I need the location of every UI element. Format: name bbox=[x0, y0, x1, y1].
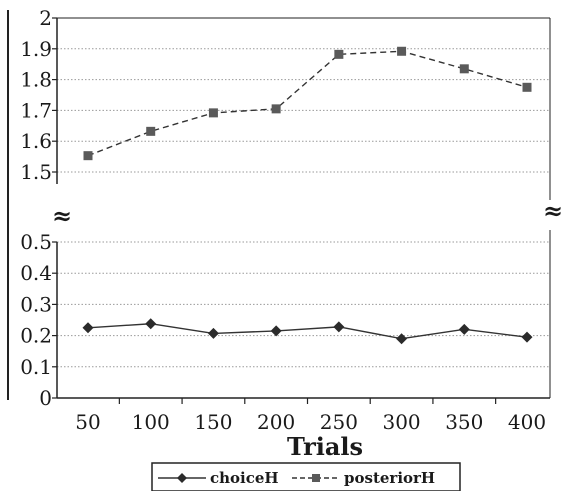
legend-label-posteriorH: posteriorH bbox=[344, 469, 435, 487]
y-tick-label: 1.9 bbox=[20, 37, 52, 61]
data-point-choiceH bbox=[145, 318, 157, 330]
y-tick-label: 0 bbox=[39, 386, 52, 410]
x-tick-labels: 50 100 150 200 250 300 350 400 bbox=[75, 410, 546, 434]
y-tick-label: 0.4 bbox=[20, 261, 52, 285]
series-line-posteriorH bbox=[87, 50, 528, 157]
data-point-posteriorH bbox=[83, 151, 93, 161]
y-tick-label: 2 bbox=[39, 6, 52, 30]
x-tick-label: 100 bbox=[132, 410, 170, 434]
data-point-choiceH bbox=[521, 331, 533, 343]
y-tick-label: 0.3 bbox=[20, 292, 52, 316]
data-point-choiceH bbox=[270, 325, 282, 337]
y-tick-label: 1.8 bbox=[20, 68, 52, 92]
legend-label-choiceH: choiceH bbox=[210, 469, 279, 487]
x-axis-label: Trials bbox=[287, 432, 363, 461]
x-tick-label: 250 bbox=[320, 410, 358, 434]
data-point-posteriorH bbox=[208, 108, 218, 118]
legend: choiceH posteriorH bbox=[151, 462, 461, 491]
x-tick-label: 300 bbox=[382, 410, 420, 434]
data-point-posteriorH bbox=[459, 64, 469, 74]
axes bbox=[7, 10, 551, 404]
y-tick-label: 0.1 bbox=[20, 355, 52, 379]
y-tick-label: 1.6 bbox=[20, 129, 52, 153]
data-point-choiceH bbox=[396, 333, 408, 345]
x-tick-label: 50 bbox=[75, 410, 100, 434]
data-point-posteriorH bbox=[522, 82, 532, 92]
y-tick-labels: 0 0.1 0.2 0.3 0.4 0.5 1.5 1.6 1.7 1.8 1.9 2 bbox=[20, 6, 52, 410]
data-point-posteriorH bbox=[334, 49, 344, 59]
legend-marker-posteriorH bbox=[312, 474, 320, 482]
y-tick-label: 0.5 bbox=[20, 230, 52, 254]
series-layer bbox=[82, 46, 533, 345]
x-tick-label: 150 bbox=[194, 410, 232, 434]
data-point-posteriorH bbox=[271, 104, 281, 114]
series-line-choiceH bbox=[87, 323, 528, 340]
x-tick-label: 350 bbox=[445, 410, 483, 434]
x-tick-label: 400 bbox=[508, 410, 546, 434]
data-point-choiceH bbox=[207, 327, 219, 339]
data-point-posteriorH bbox=[146, 126, 156, 136]
x-tick-label: 200 bbox=[257, 410, 295, 434]
legend-box bbox=[151, 462, 461, 491]
axis-break-mark: ≈ bbox=[52, 201, 72, 230]
grid-lines bbox=[57, 17, 550, 368]
axis-break-mark: ≈ bbox=[543, 196, 562, 225]
data-point-posteriorH bbox=[397, 46, 407, 56]
data-point-choiceH bbox=[82, 322, 94, 334]
y-tick-label: 0.2 bbox=[20, 324, 52, 348]
y-tick-label: 1.7 bbox=[20, 98, 52, 122]
legend-marker-choiceH bbox=[177, 473, 187, 483]
data-point-choiceH bbox=[458, 323, 470, 335]
y-tick-label: 1.5 bbox=[20, 160, 52, 184]
data-point-choiceH bbox=[333, 321, 345, 333]
axis-break-marks: ≈ ≈ bbox=[52, 196, 562, 230]
